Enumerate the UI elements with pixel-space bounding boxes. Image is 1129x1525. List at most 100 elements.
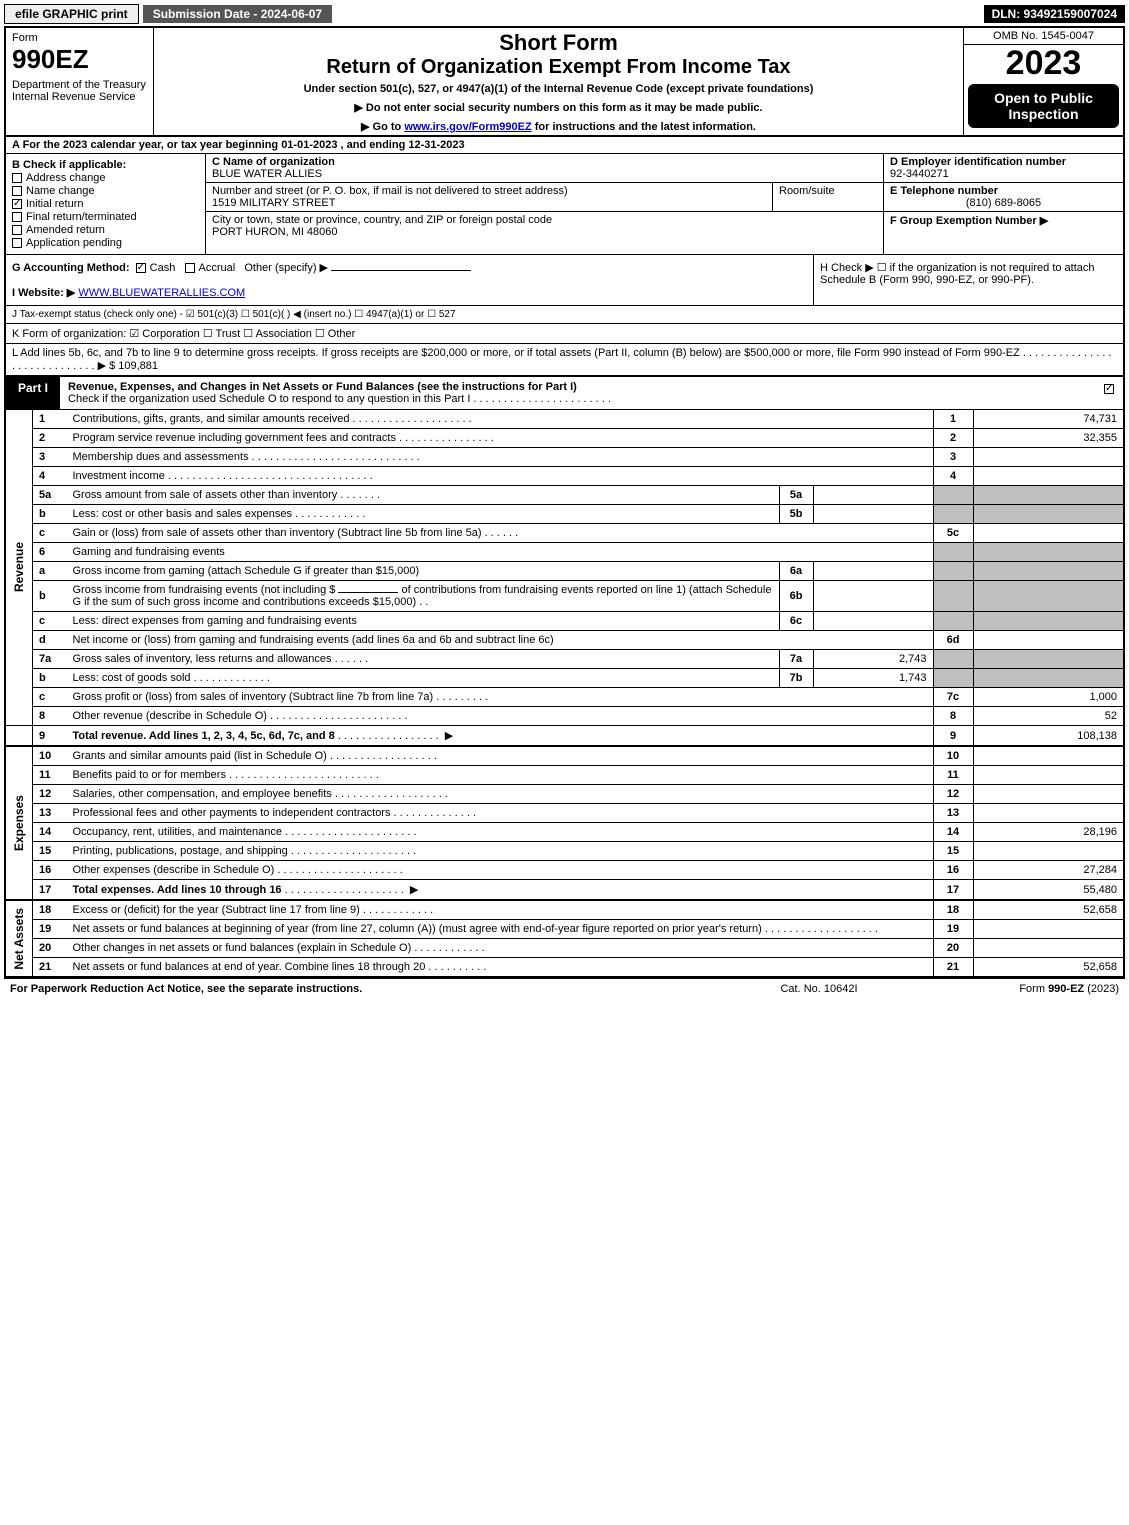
- column-c-to-f: C Name of organization BLUE WATER ALLIES…: [206, 154, 1123, 254]
- side-revenue: Revenue: [12, 542, 26, 592]
- line-12: 12Salaries, other compensation, and empl…: [6, 785, 1123, 804]
- subtitle-code: Under section 501(c), 527, or 4947(a)(1)…: [160, 83, 957, 95]
- column-c: C Name of organization BLUE WATER ALLIES…: [206, 154, 883, 254]
- line-21: 21Net assets or fund balances at end of …: [6, 958, 1123, 977]
- header-left: Form 990EZ Department of the Treasury In…: [6, 28, 154, 135]
- checkbox-address-change[interactable]: [12, 173, 22, 183]
- top-bar: efile GRAPHIC print Submission Date - 20…: [4, 4, 1125, 24]
- opt-name-change: Name change: [26, 185, 95, 197]
- line-5a: 5aGross amount from sale of assets other…: [6, 486, 1123, 505]
- c-name-value: BLUE WATER ALLIES: [212, 168, 322, 180]
- opt-final-return: Final return/terminated: [26, 211, 137, 223]
- checkbox-cash[interactable]: [136, 263, 146, 273]
- form-label: Form: [12, 32, 147, 44]
- footer-mid: Cat. No. 10642I: [719, 983, 919, 995]
- cell-g-accounting: G Accounting Method: Cash Accrual Other …: [6, 255, 813, 305]
- f-label: F Group Exemption Number ▶: [890, 215, 1048, 227]
- checkbox-schedule-o[interactable]: [1104, 384, 1114, 394]
- e-value: (810) 689-8065: [890, 197, 1117, 209]
- line-8: 8Other revenue (describe in Schedule O) …: [6, 707, 1123, 726]
- header-right: OMB No. 1545-0047 2023 Open to Public In…: [963, 28, 1123, 135]
- side-expenses: Expenses: [12, 795, 26, 851]
- efile-print-button[interactable]: efile GRAPHIC print: [4, 4, 139, 24]
- part-1-title: Revenue, Expenses, and Changes in Net As…: [60, 377, 1099, 409]
- section-b-to-f: B Check if applicable: Address change Na…: [6, 154, 1123, 255]
- checkbox-final-return[interactable]: [12, 212, 22, 222]
- cell-d-ein: D Employer identification number 92-3440…: [884, 154, 1123, 183]
- line-20: 20Other changes in net assets or fund ba…: [6, 939, 1123, 958]
- c-addr-label: Number and street (or P. O. box, if mail…: [212, 185, 568, 197]
- submission-date-label: Submission Date - 2024-06-07: [143, 5, 332, 23]
- short-form-title: Short Form: [160, 30, 957, 56]
- cell-c-room: Room/suite: [773, 183, 883, 211]
- row-j-tax-exempt: J Tax-exempt status (check only one) - ☑…: [6, 306, 1123, 324]
- c-name-label: C Name of organization: [212, 156, 335, 168]
- cell-e-phone: E Telephone number (810) 689-8065: [884, 183, 1123, 212]
- opt-application-pending: Application pending: [26, 237, 122, 249]
- b-label: B Check if applicable:: [12, 159, 126, 171]
- line-11: 11Benefits paid to or for members . . . …: [6, 766, 1123, 785]
- line-18: Net Assets 18Excess or (deficit) for the…: [6, 900, 1123, 920]
- line-10: Expenses 10Grants and similar amounts pa…: [6, 746, 1123, 766]
- e-label: E Telephone number: [890, 185, 998, 197]
- line-7a: 7aGross sales of inventory, less returns…: [6, 650, 1123, 669]
- part-1-label: Part I: [6, 377, 60, 409]
- cell-c-city: City or town, state or province, country…: [206, 212, 883, 240]
- c-city-label: City or town, state or province, country…: [212, 214, 552, 226]
- line-3: 3Membership dues and assessments . . . .…: [6, 448, 1123, 467]
- line-6c: cLess: direct expenses from gaming and f…: [6, 612, 1123, 631]
- line-5b: bLess: cost or other basis and sales exp…: [6, 505, 1123, 524]
- i-label: I Website: ▶: [12, 287, 75, 299]
- subtitle-ssn: ▶ Do not enter social security numbers o…: [160, 101, 957, 114]
- cell-h-schedule-b: H Check ▶ ☐ if the organization is not r…: [813, 255, 1123, 305]
- g-label: G Accounting Method:: [12, 262, 130, 274]
- form-number: 990EZ: [12, 44, 147, 75]
- line-16: 16Other expenses (describe in Schedule O…: [6, 861, 1123, 880]
- checkbox-name-change[interactable]: [12, 186, 22, 196]
- line-4: 4Investment income . . . . . . . . . . .…: [6, 467, 1123, 486]
- dln-label: DLN: 93492159007024: [984, 5, 1125, 23]
- line-6b: bGross income from fundraising events (n…: [6, 581, 1123, 612]
- website-link[interactable]: WWW.BLUEWATERALLIES.COM: [78, 287, 245, 299]
- line-17: 17Total expenses. Add lines 10 through 1…: [6, 880, 1123, 901]
- checkbox-amended-return[interactable]: [12, 225, 22, 235]
- checkbox-accrual[interactable]: [185, 263, 195, 273]
- side-netassets: Net Assets: [12, 908, 26, 970]
- line-6: 6Gaming and fundraising events: [6, 543, 1123, 562]
- d-value: 92-3440271: [890, 168, 949, 180]
- checkbox-application-pending[interactable]: [12, 238, 22, 248]
- c-addr-value: 1519 MILITARY STREET: [212, 197, 336, 209]
- opt-address-change: Address change: [26, 172, 106, 184]
- line-6a: aGross income from gaming (attach Schedu…: [6, 562, 1123, 581]
- opt-initial-return: Initial return: [26, 198, 83, 210]
- tax-year: 2023: [964, 45, 1123, 82]
- omb-number: OMB No. 1545-0047: [964, 28, 1123, 45]
- d-label: D Employer identification number: [890, 156, 1066, 168]
- department-label: Department of the Treasury Internal Reve…: [12, 79, 147, 103]
- row-g-h: G Accounting Method: Cash Accrual Other …: [6, 255, 1123, 306]
- cell-f-group: F Group Exemption Number ▶: [884, 212, 1123, 229]
- line-14: 14Occupancy, rent, utilities, and mainte…: [6, 823, 1123, 842]
- g-accrual: Accrual: [199, 262, 236, 274]
- line-7c: cGross profit or (loss) from sales of in…: [6, 688, 1123, 707]
- line-6d: dNet income or (loss) from gaming and fu…: [6, 631, 1123, 650]
- form-header: Form 990EZ Department of the Treasury In…: [6, 28, 1123, 137]
- header-middle: Short Form Return of Organization Exempt…: [154, 28, 963, 135]
- footer-right: Form 990-EZ (2023): [919, 983, 1119, 995]
- line-13: 13Professional fees and other payments t…: [6, 804, 1123, 823]
- checkbox-initial-return[interactable]: [12, 199, 22, 209]
- line-9: 9Total revenue. Add lines 1, 2, 3, 4, 5c…: [6, 726, 1123, 747]
- line-19: 19Net assets or fund balances at beginni…: [6, 920, 1123, 939]
- g-other: Other (specify) ▶: [244, 262, 328, 274]
- cell-c-address: Number and street (or P. O. box, if mail…: [206, 183, 773, 211]
- line-7b: bLess: cost of goods sold . . . . . . . …: [6, 669, 1123, 688]
- public-inspection-badge: Open to Public Inspection: [968, 84, 1119, 128]
- form-container: Form 990EZ Department of the Treasury In…: [4, 26, 1125, 979]
- c-city-value: PORT HURON, MI 48060: [212, 226, 338, 238]
- irs-link[interactable]: www.irs.gov/Form990EZ: [404, 121, 531, 133]
- line-15: 15Printing, publications, postage, and s…: [6, 842, 1123, 861]
- part-1-checkbox-cell: [1099, 377, 1123, 409]
- opt-amended-return: Amended return: [26, 224, 105, 236]
- page-footer: For Paperwork Reduction Act Notice, see …: [4, 979, 1125, 999]
- part-1-header: Part I Revenue, Expenses, and Changes in…: [6, 377, 1123, 410]
